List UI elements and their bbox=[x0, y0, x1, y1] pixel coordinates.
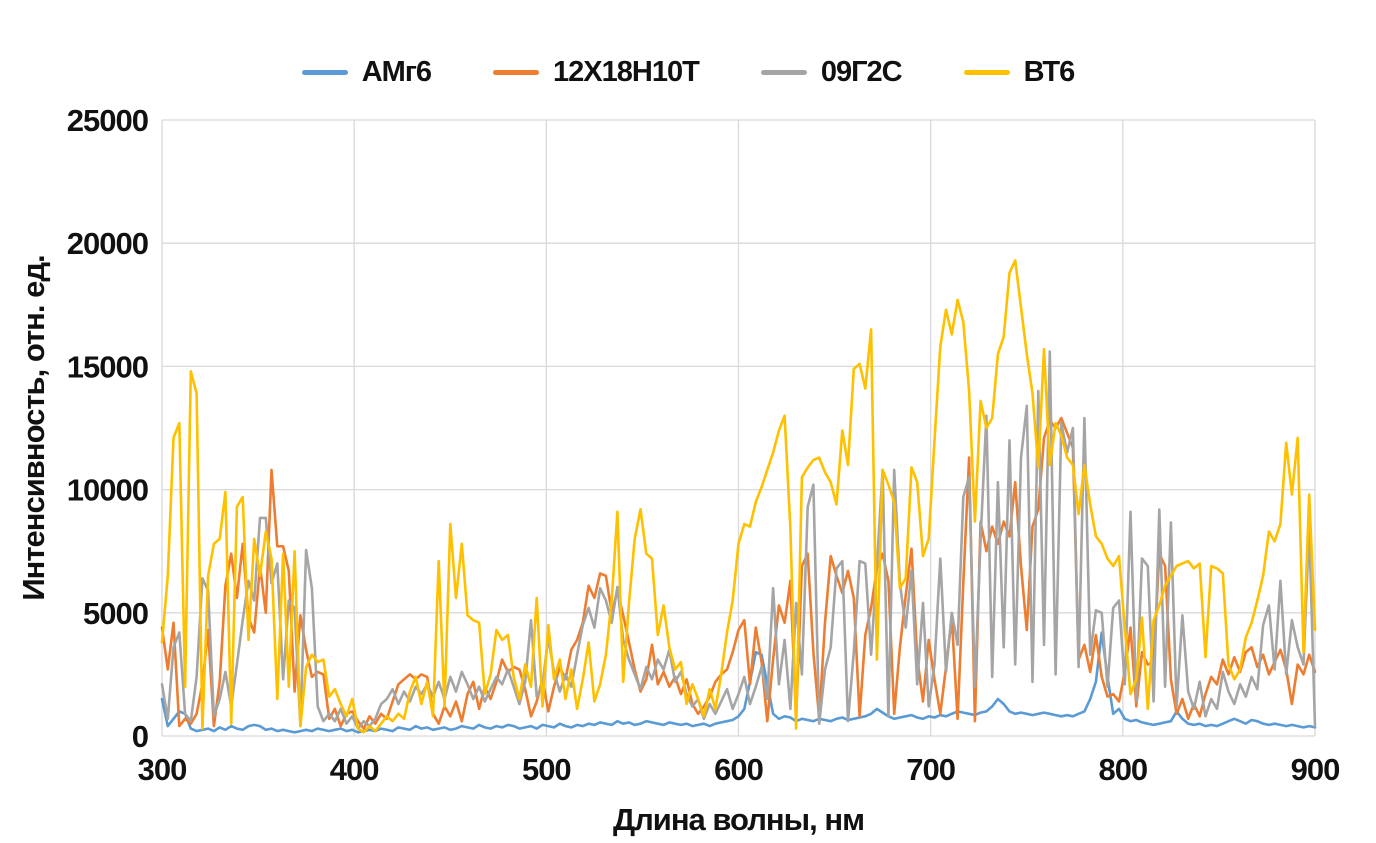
x-tick-label: 400 bbox=[330, 752, 379, 787]
x-tick-label: 500 bbox=[522, 752, 571, 787]
y-tick-label: 10000 bbox=[67, 473, 148, 508]
y-tick-label: 15000 bbox=[67, 349, 148, 384]
y-tick-label: 20000 bbox=[67, 226, 148, 261]
y-tick-label: 0 bbox=[132, 719, 148, 754]
legend-item-amg6[interactable]: АМг6 bbox=[301, 56, 432, 89]
legend-item-label: ВТ6 bbox=[1023, 56, 1076, 88]
legend-item-09g2s[interactable]: 09Г2С bbox=[760, 56, 903, 89]
legend-swatch-icon bbox=[963, 70, 1010, 75]
y-axis-title: Интенсивность, отн. ед. bbox=[16, 255, 51, 600]
y-tick-label: 25000 bbox=[67, 103, 148, 138]
legend-swatch-icon bbox=[760, 70, 807, 75]
legend: АМг6 12Х18Н10Т 09Г2С ВТ6 bbox=[0, 56, 1376, 89]
x-tick-label: 900 bbox=[1291, 752, 1340, 787]
legend-item-label: 09Г2С bbox=[820, 56, 903, 88]
axis-ticks: 300 400 500 600 700 800 900 0 5000 10000 15000 2000… bbox=[67, 103, 1341, 787]
legend-item-vt6[interactable]: ВТ6 bbox=[963, 56, 1076, 89]
legend-swatch-icon bbox=[301, 70, 348, 75]
series-lines bbox=[160, 259, 1317, 734]
x-axis-title: Длина волны, нм bbox=[613, 802, 864, 837]
legend-item-label: 12Х18Н10Т bbox=[553, 56, 700, 88]
legend-item-12x18n10t[interactable]: 12Х18Н10Т bbox=[493, 56, 700, 89]
x-tick-label: 300 bbox=[138, 752, 187, 787]
series-line-amg6 bbox=[160, 631, 1317, 734]
x-tick-label: 700 bbox=[906, 752, 955, 787]
y-tick-label: 5000 bbox=[83, 596, 148, 631]
x-tick-label: 800 bbox=[1098, 752, 1147, 787]
series-line-vt6 bbox=[160, 259, 1317, 734]
gridlines bbox=[161, 119, 1316, 737]
x-tick-label: 600 bbox=[714, 752, 763, 787]
series-line-09g2s bbox=[160, 350, 1317, 730]
legend-item-label: АМг6 bbox=[361, 56, 432, 88]
legend-swatch-icon bbox=[493, 70, 540, 75]
